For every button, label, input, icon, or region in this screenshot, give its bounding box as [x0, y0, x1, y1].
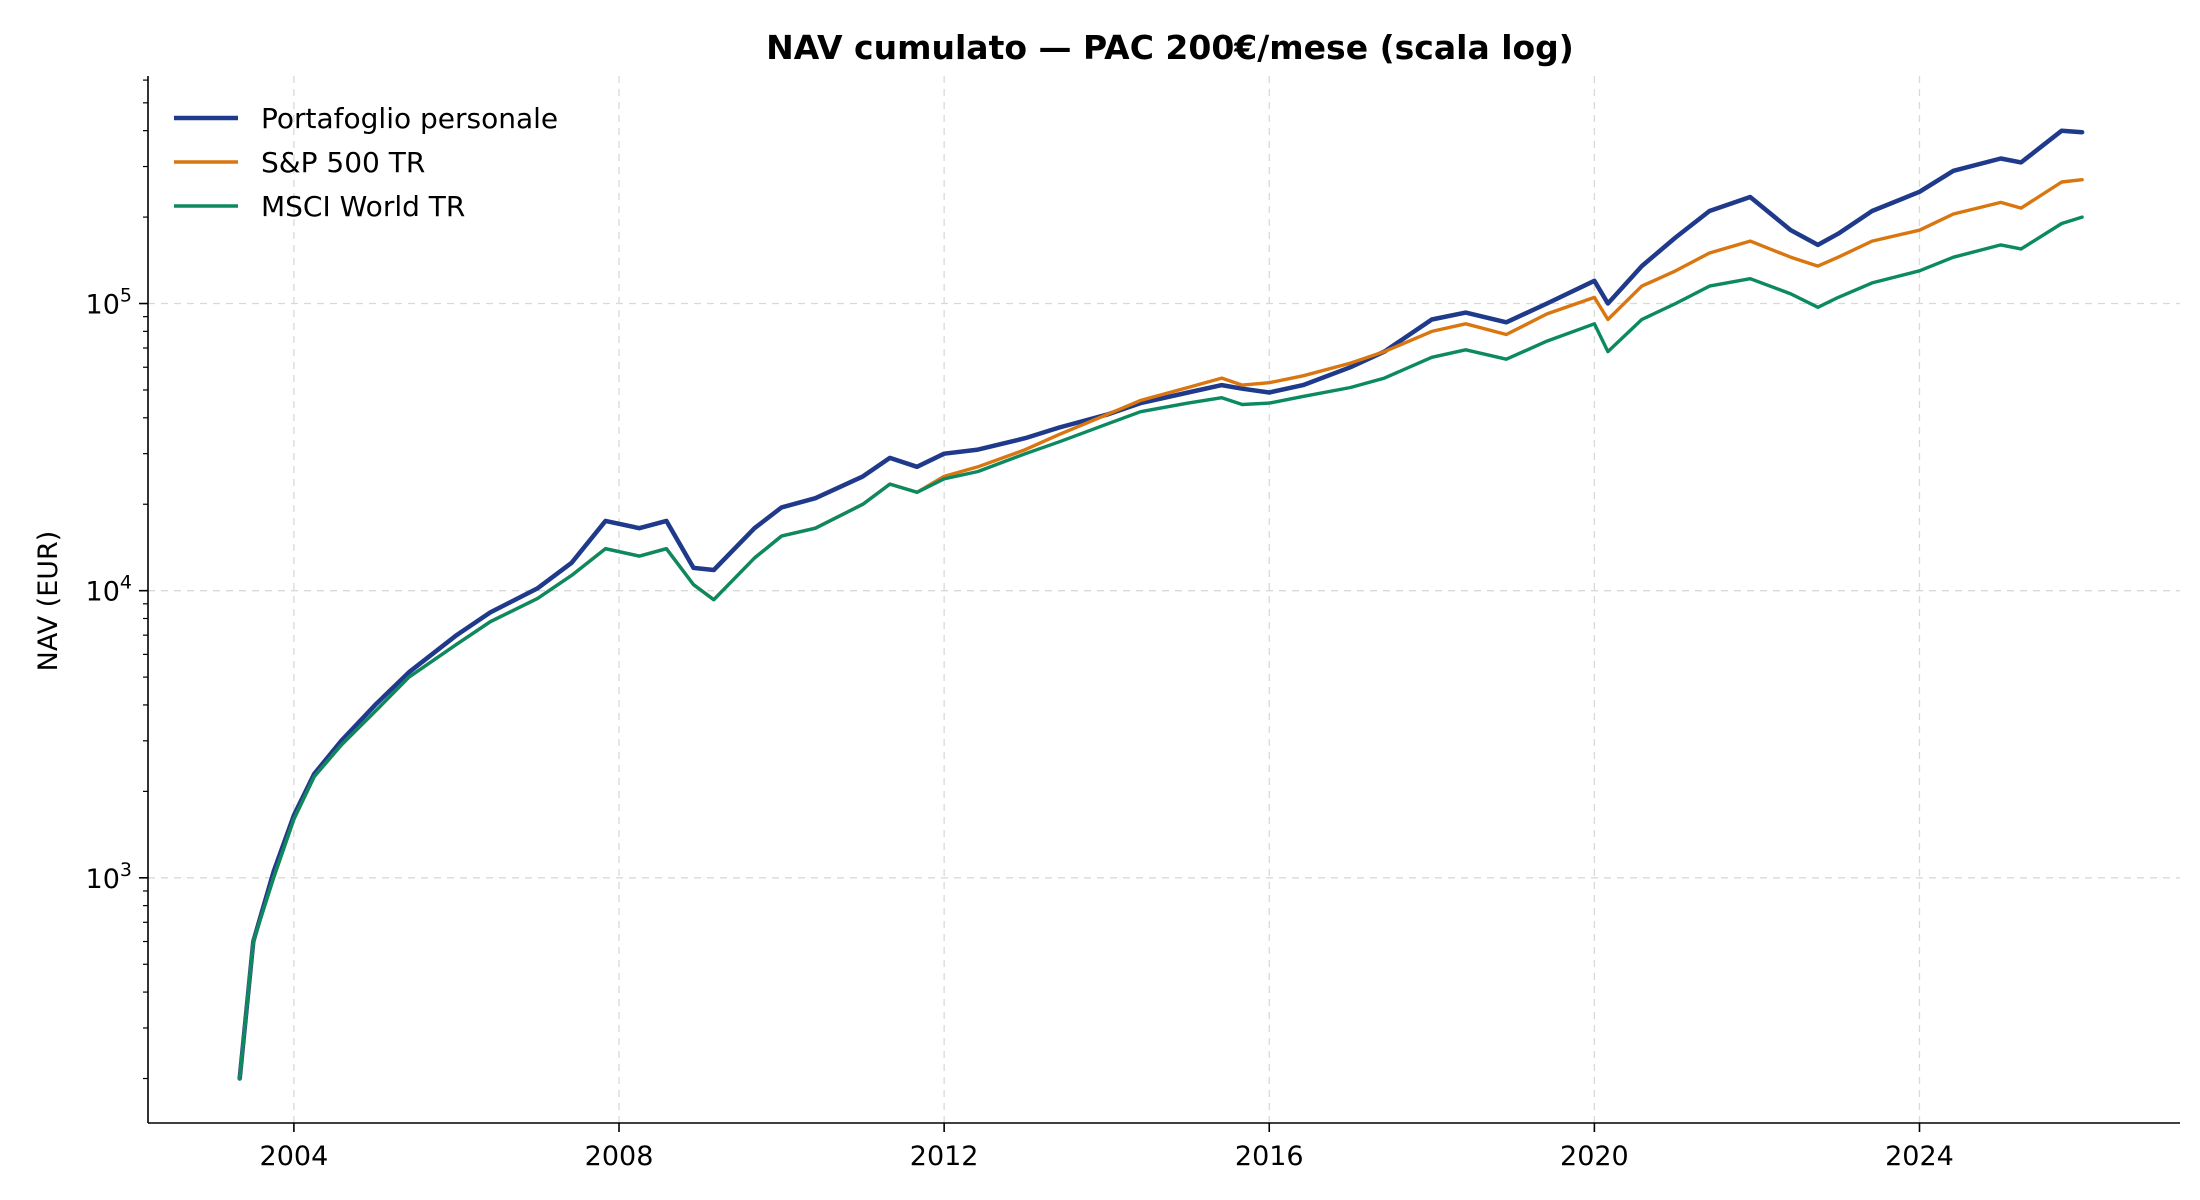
legend-label: S&P 500 TR — [261, 146, 425, 179]
series-line-2 — [238, 178, 2084, 1081]
axes — [147, 76, 2180, 1124]
x-tick-label: 2020 — [1560, 1141, 1629, 1172]
legend-label: Portafoglio personale — [261, 102, 558, 135]
y-tick-label: 103 — [86, 859, 132, 895]
x-tick-label: 2012 — [910, 1141, 979, 1172]
x-tick-label: 2008 — [585, 1141, 654, 1172]
legend-label: MSCI World TR — [261, 190, 465, 223]
x-axis-ticks: 2004 2008 2012 2016 2020 2024 — [260, 1123, 1954, 1172]
series-lines — [237, 128, 2085, 1081]
legend: Portafoglio personale S&P 500 TR MSCI Worl… — [174, 102, 558, 223]
y-tick-label: 104 — [86, 572, 132, 608]
grid-lines — [148, 76, 2180, 1123]
x-tick-label: 2016 — [1235, 1141, 1304, 1172]
series-line-3 — [238, 215, 2084, 1081]
x-tick-label: 2004 — [260, 1141, 329, 1172]
series-line-1 — [237, 128, 2085, 1081]
x-tick-label: 2024 — [1885, 1141, 1954, 1172]
chart-title: NAV cumulato — PAC 200€/mese (scala log) — [766, 28, 1574, 67]
y-axis-label: NAV (EUR) — [33, 531, 64, 672]
y-axis-ticks: 103 104 105 — [86, 79, 148, 1080]
y-tick-label: 105 — [86, 285, 132, 321]
